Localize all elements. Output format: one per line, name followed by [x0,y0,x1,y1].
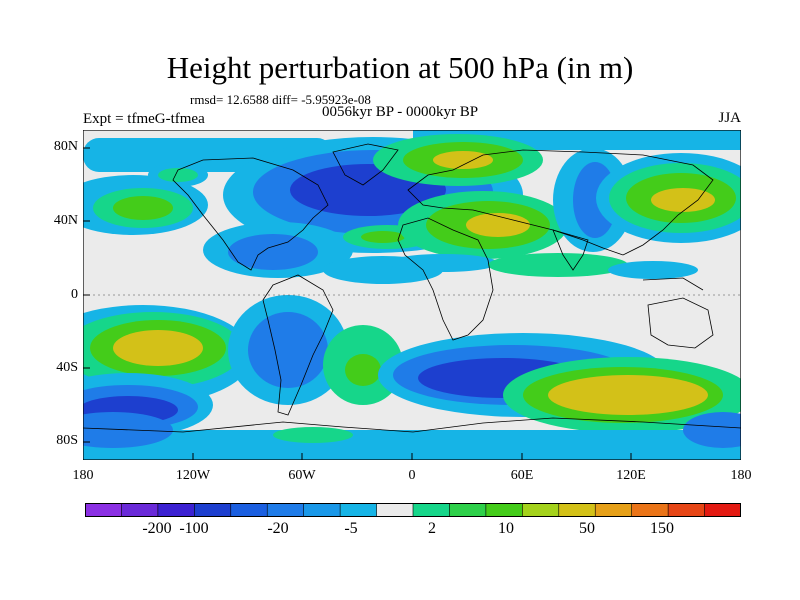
contour-natl-mid-pos [361,231,405,243]
height-perturbation-map [83,130,741,460]
lon-label-180-west: 180 [72,468,94,483]
lon-label-60e: 60E [510,468,534,483]
colorbar-swatch-11 [485,503,523,517]
coast-greenland [332,143,399,186]
contour-antarctic-mid-neg-east [683,412,741,448]
contour-epacific-strong-pos [651,188,715,212]
colorbar-label-150: 150 [650,520,674,537]
rmsd-diff-stats: rmsd= 12.6588 diff= -5.95923e-08 [190,92,371,107]
coast-africa [397,217,494,341]
lon-label-180-east: 180 [730,468,752,483]
contour-trop-africa-weak-neg [388,254,498,272]
lat-label-40s: 40S [56,360,78,375]
coast-india [552,229,589,271]
colorbar-label-minus-20: -20 [267,520,289,537]
colorbar-swatch-0 [85,503,123,517]
colorbar-swatch-3 [194,503,232,517]
contour-alaska-weak-pos [158,168,198,182]
colorbar-swatch-16 [667,503,706,517]
colorbar-swatch-14 [594,503,633,517]
colorbar-label-minus-5: -5 [344,520,358,537]
colorbar-swatch-6 [303,503,341,517]
coast-south-america [262,274,334,416]
coast-eurasia [407,149,714,256]
coast-australia [647,297,714,349]
experiment-label: Expt = tfmeG-tfmea [83,111,205,127]
colorbar-label-2: 2 [428,520,436,537]
colorbar-swatches [85,503,741,517]
lon-label-60w: 60W [288,468,316,483]
colorbar-swatch-17 [704,503,741,517]
colorbar-swatch-15 [631,503,669,517]
coast-antarctica [83,417,741,433]
contour-trop-wpacific-weak-neg [608,261,698,279]
contour-wasia-strong-pos [466,213,530,237]
colorbar-swatch-7 [339,503,378,517]
coastlines [83,143,741,433]
lon-label-0: 0 [408,468,416,483]
period-label: 0056kyr BP - 0000kyr BP [322,104,479,120]
colorbar-swatch-2 [157,503,195,517]
contour-spacific-strong-pos [113,330,203,366]
lon-label-120e: 120E [616,468,646,483]
colorbar-label-50: 50 [579,520,595,537]
colorbar [85,503,741,517]
colorbar-swatch-9 [412,503,451,517]
colorbar-swatch-13 [558,503,596,517]
colorbar-swatch-8 [376,503,414,517]
lat-label-0: 0 [71,287,78,302]
contour-saustralia-strong-pos [548,375,708,415]
colorbar-swatch-4 [230,503,268,517]
colorbar-label-10: 10 [498,520,514,537]
contour-namerica-mid-neg [228,234,318,270]
colorbar-swatch-12 [522,503,560,517]
colorbar-swatch-5 [266,503,305,517]
coast-north-america [172,157,329,271]
contour-satl-mid-pos [345,354,381,386]
colorbar-label-minus-100: -100 [179,520,209,537]
colorbar-label-minus-200: -200 [142,520,172,537]
lat-label-40n: 40N [53,213,78,228]
lon-label-120w: 120W [175,468,211,483]
contour-npacific-mid-pos [113,196,173,220]
colorbar-swatch-10 [449,503,487,517]
map-ticks [83,147,632,460]
contour-trop-indian-weak-pos [488,253,628,277]
colorbar-frame [85,503,741,517]
contour-antarctic-weak-pos [273,427,353,443]
contour-samerica-mid-neg [248,312,328,388]
lat-label-80s: 80S [56,433,78,448]
map-title: Height perturbation at 500 hPa (in m) [166,50,634,85]
contour-scandinavia-strong-pos [433,151,493,169]
coast-indonesia [642,277,704,291]
lat-label-80n: 80N [53,139,78,154]
colorbar-swatch-1 [121,503,159,517]
season-label: JJA [718,110,741,126]
